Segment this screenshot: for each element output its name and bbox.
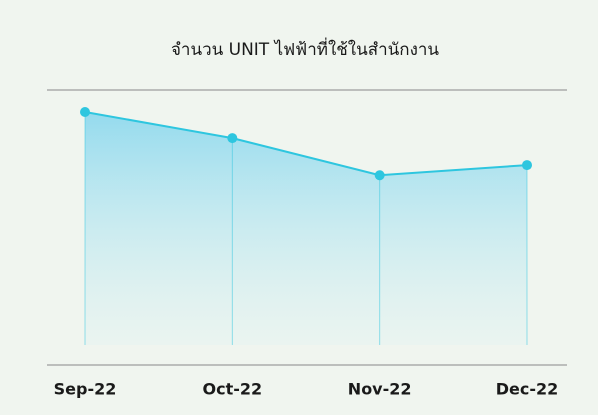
point [227, 133, 238, 144]
x-tick-label: Oct-22 [203, 380, 263, 399]
point [522, 160, 532, 171]
chart-title: จำนวน UNIT ไฟฟ้าที่ใช้ในสำนักงาน [171, 37, 439, 60]
x-tick-label: Dec-22 [496, 380, 559, 399]
point [80, 107, 90, 117]
x-tick-label: Nov-22 [348, 380, 412, 399]
x-tick-label: Sep-22 [54, 380, 117, 399]
point [374, 170, 385, 181]
area-fill [85, 112, 527, 345]
line [84, 111, 528, 177]
